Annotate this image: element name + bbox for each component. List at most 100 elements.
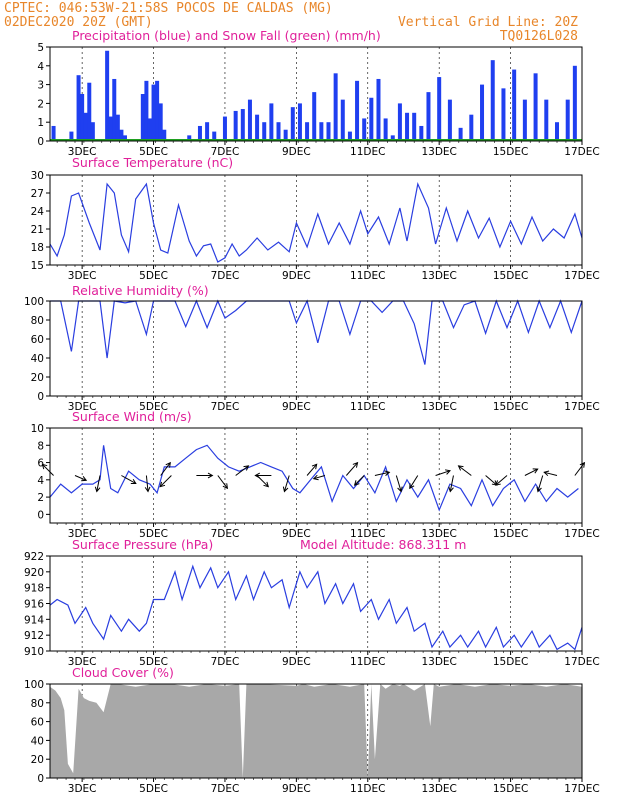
wind-arrow-head <box>311 463 318 470</box>
precip-bar <box>390 135 395 141</box>
precip-bar <box>212 131 217 141</box>
y-tick-label: 914 <box>24 614 44 626</box>
y-tick-label: 916 <box>24 599 44 611</box>
precip-bar <box>151 84 156 141</box>
precip-bar <box>112 78 117 141</box>
precip-bar <box>155 80 160 141</box>
precip-bar <box>122 135 127 141</box>
precip-bar <box>290 107 295 141</box>
precip-bar <box>187 135 192 141</box>
wind-arrow-head <box>207 472 214 479</box>
y-tick-label: 30 <box>31 170 44 182</box>
precip-bar <box>490 60 495 141</box>
wind-arrow <box>74 475 87 481</box>
y-tick-label: 0 <box>37 391 44 403</box>
precip-bar <box>480 84 485 141</box>
panel-title: Precipitation (blue) and Snow Fall (gree… <box>72 28 381 43</box>
precip-bar <box>319 122 324 141</box>
precip-bar <box>83 112 88 141</box>
precip-bar <box>447 99 452 141</box>
panel-frame <box>49 555 583 652</box>
x-tick-label: 9DEC <box>282 783 311 795</box>
cloud-area <box>50 684 582 778</box>
panel-title: Surface Temperature (nC) <box>72 155 233 170</box>
precip-bar <box>233 110 238 141</box>
precip-bar <box>340 99 345 141</box>
wind-arrow-head <box>409 483 415 490</box>
x-tick-label: 17DEC <box>564 146 599 158</box>
x-tick-label: 5DEC <box>139 270 168 282</box>
wind-arrow-head <box>532 468 539 474</box>
precip-bar <box>240 109 245 141</box>
precip-bar <box>255 114 260 141</box>
precip-bar <box>305 122 310 141</box>
y-tick-label: 80 <box>31 698 44 710</box>
precip-bar <box>297 103 302 141</box>
y-tick-label: 20 <box>31 372 44 384</box>
x-tick-label: 11DEC <box>350 270 385 282</box>
wind-arrow <box>354 475 365 486</box>
wind-arrow <box>121 475 137 484</box>
x-tick-label: 7DEC <box>211 528 240 540</box>
x-tick-label: 9DEC <box>282 146 311 158</box>
x-tick-label: 13DEC <box>421 146 456 158</box>
x-tick-label: 15DEC <box>493 401 528 413</box>
series-line <box>49 564 583 651</box>
y-tick-label: 10 <box>31 423 44 435</box>
x-tick-label: 11DEC <box>350 401 385 413</box>
panel-0: 0 1 2 3 4 5 3DEC 5DEC 7DEC 9DEC 11DEC 13DEC 15DEC 17D… <box>37 28 599 158</box>
x-tick-label: 5DEC <box>139 146 168 158</box>
wind-arrow <box>374 471 390 476</box>
x-tick-label: 11DEC <box>350 528 385 540</box>
wind-arrow-head <box>165 461 171 468</box>
panel-title: Surface Wind (m/s) <box>72 409 192 424</box>
panel-4: 910 912 914 916 918 920 922 3DEC 5DEC 7DEC 9DEC 11D… <box>24 537 600 668</box>
precip-bar <box>333 73 338 141</box>
precip-bar <box>412 112 417 141</box>
precip-bar <box>469 114 474 141</box>
x-tick-label: 5DEC <box>139 401 168 413</box>
wind-arrow-head <box>543 470 550 477</box>
wind-arrow-head <box>579 461 586 468</box>
header: CPTEC: 046:53W-21:58S POCOS DE CALDAS (M… <box>0 0 618 44</box>
wind-arrow-head <box>94 486 101 493</box>
precip-bar <box>458 127 463 141</box>
wind-arrow-head <box>457 465 464 471</box>
precip-bar <box>555 122 560 141</box>
precip-bar <box>147 118 152 141</box>
x-tick-label: 3DEC <box>68 146 97 158</box>
x-tick-label: 15DEC <box>493 270 528 282</box>
precip-bar <box>222 116 227 141</box>
wind-arrow <box>409 475 419 489</box>
x-tick-label: 13DEC <box>421 270 456 282</box>
precip-bar <box>140 94 145 141</box>
precip-bar <box>355 80 360 141</box>
wind-arrow-head <box>41 463 48 470</box>
x-tick-label: 3DEC <box>68 656 97 668</box>
precip-bar <box>69 131 74 141</box>
y-tick-label: 2 <box>37 98 44 110</box>
precip-bar <box>105 50 110 142</box>
wind-arrow-head <box>353 480 360 486</box>
y-tick-label: 3 <box>37 80 44 92</box>
wind-arrow-head <box>445 469 452 475</box>
x-tick-label: 9DEC <box>282 656 311 668</box>
wind-arrow <box>42 463 54 476</box>
x-tick-label: 5DEC <box>139 528 168 540</box>
precip-bar <box>437 77 442 141</box>
wind-arrow-head <box>159 481 166 488</box>
y-tick-label: 60 <box>31 334 44 346</box>
x-tick-label: 15DEC <box>493 783 528 795</box>
x-tick-label: 17DEC <box>564 401 599 413</box>
x-tick-label: 11DEC <box>350 656 385 668</box>
x-tick-label: 17DEC <box>564 783 599 795</box>
y-tick-label: 910 <box>24 646 44 658</box>
x-tick-label: 9DEC <box>282 270 311 282</box>
wind-arrow <box>283 475 290 492</box>
init-time: 02DEC2020 20Z (GMT) <box>4 15 153 30</box>
wind-arrow-head <box>222 483 229 490</box>
panel-2: 0 20 40 60 80 100 3DEC 5DEC 7DEC 9DEC 11DEC 13DEC 15… <box>24 283 600 413</box>
x-tick-label: 17DEC <box>564 528 599 540</box>
x-tick-label: 9DEC <box>282 528 311 540</box>
wind-arrow-head <box>130 479 137 485</box>
